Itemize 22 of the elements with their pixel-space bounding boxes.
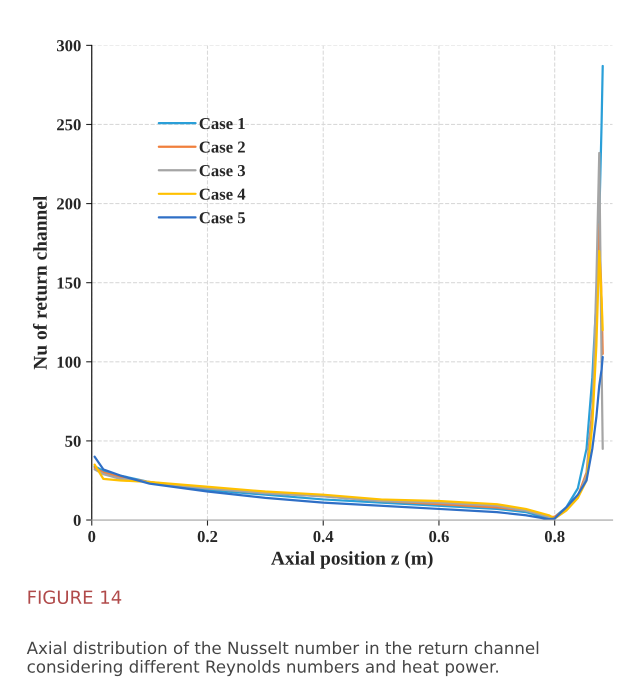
x-tick-label: 0.2	[198, 530, 218, 542]
y-tick-label: 250	[57, 119, 81, 130]
y-tick-label: 150	[58, 277, 81, 289]
x-tick-label: 0.4	[313, 530, 334, 542]
x-tick-label: 0.6	[429, 530, 449, 542]
y-tick-label: 50	[65, 436, 81, 447]
y-tick-label: 200	[57, 198, 81, 210]
legend-label: Case 1	[200, 118, 245, 130]
text: Axial distribution of the Nusselt number in the return channel considering different Reynolds numbers and heat power.	[26, 641, 538, 676]
legend-label: Case 4	[200, 188, 246, 200]
x-tick-label: 0.8	[544, 530, 565, 542]
legend-label: Case 2	[200, 142, 245, 153]
legend-label: Case 3	[200, 165, 246, 176]
y-axis-title: Nu of return channel	[32, 196, 47, 370]
y-tick-label: 0	[74, 514, 81, 526]
x-tick-label: 0	[88, 530, 96, 542]
y-tick-label: 100	[58, 356, 81, 368]
legend-label: Case 5	[200, 212, 245, 224]
y-tick-label: 300	[56, 40, 81, 52]
line-series	[94, 356, 604, 520]
x-axis-title: Axial position z (m)	[271, 551, 433, 569]
caption: FIGURE 14	[28, 590, 122, 604]
